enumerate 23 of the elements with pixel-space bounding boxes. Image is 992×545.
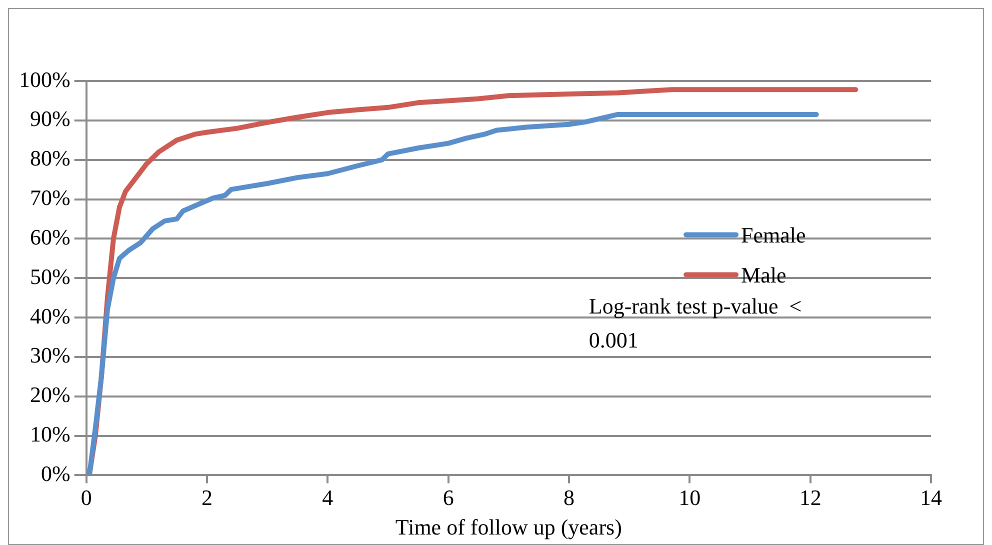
x-tick-label: 12 xyxy=(799,485,822,510)
y-tick-label: 90% xyxy=(30,106,70,132)
y-tick-label: 0% xyxy=(41,460,70,486)
y-tick-label: 100% xyxy=(19,66,70,92)
y-tick-label: 20% xyxy=(30,382,70,408)
x-tick-label: 0 xyxy=(80,485,92,510)
x-tick-label: 14 xyxy=(920,485,942,510)
y-tick-label: 60% xyxy=(30,224,70,250)
x-tick-label: 4 xyxy=(322,485,334,510)
y-tick-label: 80% xyxy=(30,146,70,171)
legend-label: Female xyxy=(741,222,806,248)
y-tick-label: 40% xyxy=(30,303,70,328)
y-tick-label: 50% xyxy=(30,264,70,289)
legend-label: Male xyxy=(741,262,786,288)
y-tick-label: 10% xyxy=(30,422,70,447)
x-tick-label: 6 xyxy=(442,485,454,510)
x-tick-label: 8 xyxy=(563,485,574,510)
x-axis-title: Time of follow up (years) xyxy=(395,514,622,540)
y-tick-label: 30% xyxy=(30,342,70,368)
x-tick-label: 2 xyxy=(201,485,212,510)
annotation: Log-rank test p-value < 0.001 xyxy=(588,293,802,352)
y-tick-label: 70% xyxy=(30,185,70,210)
x-tick-label: 10 xyxy=(678,485,701,510)
